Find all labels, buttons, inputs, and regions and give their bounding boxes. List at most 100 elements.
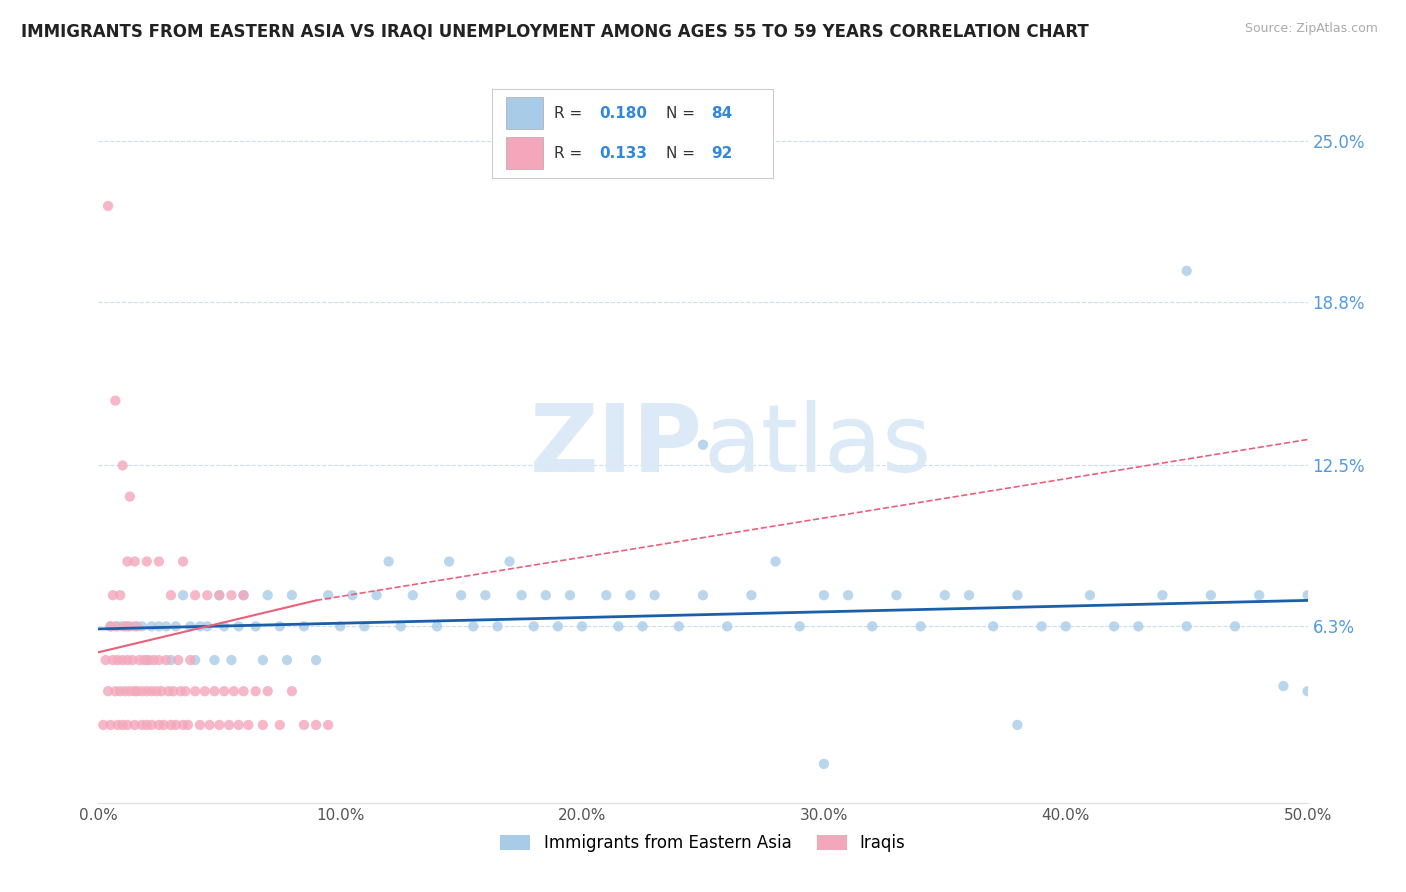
Point [366, 588, 388, 602]
Point [1199, 588, 1222, 602]
Point [135, 554, 157, 568]
Point [111, 653, 134, 667]
Point [245, 684, 267, 698]
Text: IMMIGRANTS FROM EASTERN ASIA VS IRAQI UNEMPLOYMENT AMONG AGES 55 TO 59 YEARS COR: IMMIGRANTS FROM EASTERN ASIA VS IRAQI UN… [21, 22, 1088, 40]
Point [150, 684, 173, 698]
Point [631, 619, 654, 633]
Text: R =: R = [554, 146, 588, 161]
Point [1249, 588, 1271, 602]
Point [934, 588, 956, 602]
Point [342, 588, 364, 602]
Point [184, 653, 207, 667]
Point [463, 619, 485, 633]
Point [813, 588, 835, 602]
FancyBboxPatch shape [506, 97, 543, 129]
Text: ZIP: ZIP [530, 400, 703, 492]
Point [167, 653, 190, 667]
Point [107, 718, 129, 732]
Point [148, 619, 170, 633]
Point [118, 490, 141, 504]
Point [281, 588, 304, 602]
Point [389, 619, 412, 633]
Point [1175, 619, 1198, 633]
Point [131, 619, 153, 633]
Point [108, 588, 131, 602]
Point [1128, 619, 1150, 633]
Point [145, 684, 167, 698]
FancyBboxPatch shape [506, 137, 543, 169]
Point [218, 718, 240, 732]
Point [160, 718, 183, 732]
Point [860, 619, 883, 633]
Point [118, 684, 141, 698]
Point [221, 653, 243, 667]
Point [1223, 619, 1246, 633]
Point [179, 619, 201, 633]
Point [141, 619, 163, 633]
Point [510, 588, 533, 602]
Point [107, 619, 129, 633]
Point [118, 619, 141, 633]
Point [910, 619, 932, 633]
Point [281, 684, 304, 698]
Point [155, 619, 177, 633]
Point [111, 718, 134, 732]
Text: N =: N = [666, 146, 700, 161]
Point [981, 619, 1004, 633]
Point [179, 653, 201, 667]
Point [111, 619, 134, 633]
Point [228, 619, 250, 633]
Text: Source: ZipAtlas.com: Source: ZipAtlas.com [1244, 22, 1378, 36]
Text: 0.133: 0.133 [599, 146, 647, 161]
Point [269, 619, 291, 633]
Point [305, 653, 328, 667]
Point [221, 588, 243, 602]
Point [256, 684, 278, 698]
Point [558, 588, 581, 602]
Point [292, 619, 315, 633]
Point [222, 684, 245, 698]
Point [107, 653, 129, 667]
Point [523, 619, 546, 633]
Point [124, 718, 146, 732]
Point [134, 653, 156, 667]
Point [100, 718, 122, 732]
Point [138, 653, 160, 667]
Point [165, 619, 187, 633]
Point [195, 619, 218, 633]
Point [194, 684, 217, 698]
Point [595, 588, 617, 602]
Point [813, 756, 835, 771]
Point [716, 619, 738, 633]
Point [329, 619, 352, 633]
Point [177, 718, 200, 732]
Point [668, 619, 690, 633]
Point [188, 619, 211, 633]
Point [100, 619, 122, 633]
Point [117, 718, 139, 732]
Point [377, 554, 399, 568]
Point [97, 199, 120, 213]
Point [160, 588, 183, 602]
Point [886, 588, 908, 602]
Legend: Immigrants from Eastern Asia, Iraqis: Immigrants from Eastern Asia, Iraqis [494, 828, 912, 859]
Point [547, 619, 569, 633]
Point [212, 684, 235, 698]
Point [195, 588, 218, 602]
Point [1031, 619, 1053, 633]
Text: R =: R = [554, 106, 588, 120]
Point [208, 718, 231, 732]
Point [486, 619, 509, 633]
Point [108, 684, 131, 698]
Point [169, 684, 191, 698]
Point [135, 653, 157, 667]
Point [276, 653, 298, 667]
Point [124, 684, 146, 698]
Point [292, 718, 315, 732]
Point [94, 653, 117, 667]
Point [644, 588, 666, 602]
Point [1296, 588, 1319, 602]
Point [837, 588, 859, 602]
Point [135, 684, 157, 698]
Point [1078, 588, 1101, 602]
